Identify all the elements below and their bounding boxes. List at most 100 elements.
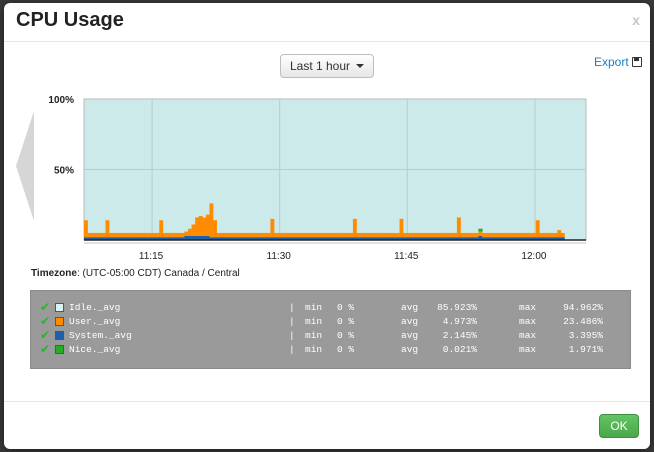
user-bar — [367, 232, 372, 238]
user-bar — [356, 232, 361, 238]
system-bar — [101, 237, 106, 240]
ok-button[interactable]: OK — [599, 414, 639, 438]
user-bar — [130, 232, 135, 238]
avg-value: 2.145% — [442, 329, 477, 341]
system-bar — [499, 237, 504, 240]
series-color-swatch — [55, 330, 64, 340]
user-bar — [370, 232, 375, 238]
time-range-dropdown[interactable]: Last 1 hour — [280, 54, 374, 78]
system-bar — [295, 237, 300, 240]
system-bar — [302, 237, 307, 240]
user-bar — [456, 217, 461, 238]
system-bar — [87, 237, 92, 240]
user-bar — [471, 232, 476, 238]
user-bar — [91, 232, 96, 238]
system-bar — [170, 237, 174, 240]
user-bar — [539, 232, 544, 238]
user-bar — [227, 232, 232, 238]
user-bar — [320, 232, 325, 238]
system-bar — [446, 237, 451, 240]
system-bar — [335, 237, 339, 240]
user-bar — [442, 232, 447, 238]
user-bar — [105, 220, 110, 238]
user-bar — [489, 232, 494, 238]
check-icon[interactable]: ✔ — [39, 328, 51, 342]
system-bar — [374, 237, 379, 240]
series-name: Nice._avg — [69, 343, 121, 355]
close-icon[interactable]: x — [632, 12, 640, 28]
user-bar — [542, 232, 547, 238]
system-bar — [94, 237, 99, 240]
min-label: min — [305, 301, 323, 313]
user-bar — [306, 232, 311, 238]
previous-arrow-icon[interactable] — [16, 111, 34, 221]
check-icon[interactable]: ✔ — [39, 314, 51, 328]
user-bar — [220, 232, 225, 238]
user-bar — [521, 232, 526, 238]
system-bar — [205, 235, 210, 240]
system-bar — [496, 237, 501, 240]
user-bar — [245, 232, 250, 238]
user-bar — [101, 232, 106, 238]
min-label: min — [305, 343, 323, 355]
user-bar — [274, 232, 278, 238]
system-bar — [256, 237, 260, 240]
user-bar — [435, 232, 440, 238]
system-bar — [553, 237, 558, 240]
system-bar — [471, 237, 476, 240]
user-bar — [309, 232, 314, 238]
y-tick-label: 100% — [48, 95, 74, 106]
system-bar — [449, 237, 454, 240]
series-color-swatch — [55, 316, 64, 326]
min-label: min — [305, 315, 323, 327]
user-bar — [256, 232, 260, 238]
user-bar — [503, 232, 508, 238]
system-bar — [403, 237, 408, 240]
modal-header: CPU Usage x — [4, 3, 650, 42]
user-bar — [277, 232, 282, 238]
max-value: 1.971% — [568, 343, 603, 355]
user-bar — [180, 232, 185, 238]
series-color-swatch — [55, 302, 64, 312]
timezone-info: Timezone: (UTC-05:00 CDT) Canada / Centr… — [31, 268, 240, 279]
system-bar — [141, 237, 146, 240]
system-bar — [238, 237, 243, 240]
user-bar — [324, 232, 329, 238]
user-bar — [98, 232, 103, 238]
user-bar — [209, 203, 214, 238]
system-bar — [187, 235, 192, 240]
system-bar — [184, 235, 189, 240]
user-bar — [460, 232, 465, 238]
system-bar — [266, 237, 271, 240]
user-bar — [152, 232, 157, 238]
system-bar — [166, 237, 171, 240]
user-bar — [141, 232, 146, 238]
system-bar — [270, 237, 275, 240]
series-name: User._avg — [69, 315, 121, 327]
user-bar — [295, 232, 300, 238]
user-bar — [557, 230, 562, 238]
user-bar — [553, 232, 558, 238]
user-bar — [288, 232, 293, 238]
user-bar — [410, 232, 415, 238]
system-bar — [248, 237, 253, 240]
user-bar — [216, 232, 221, 238]
system-bar — [152, 237, 157, 240]
system-bar — [510, 237, 515, 240]
user-bar — [342, 232, 347, 238]
min-value: 0 % — [337, 301, 355, 313]
system-bar — [356, 237, 361, 240]
max-label: max — [519, 315, 537, 327]
modal-footer: OK — [4, 401, 650, 449]
system-bar — [227, 237, 232, 240]
system-bar — [288, 237, 293, 240]
system-bar — [417, 237, 422, 240]
system-bar — [223, 237, 228, 240]
check-icon[interactable]: ✔ — [39, 342, 51, 356]
system-bar — [360, 237, 364, 240]
export-link[interactable]: Export — [594, 55, 642, 69]
system-bar — [460, 237, 465, 240]
avg-label: avg — [401, 343, 419, 355]
system-bar — [202, 235, 207, 240]
check-icon[interactable]: ✔ — [39, 300, 51, 314]
